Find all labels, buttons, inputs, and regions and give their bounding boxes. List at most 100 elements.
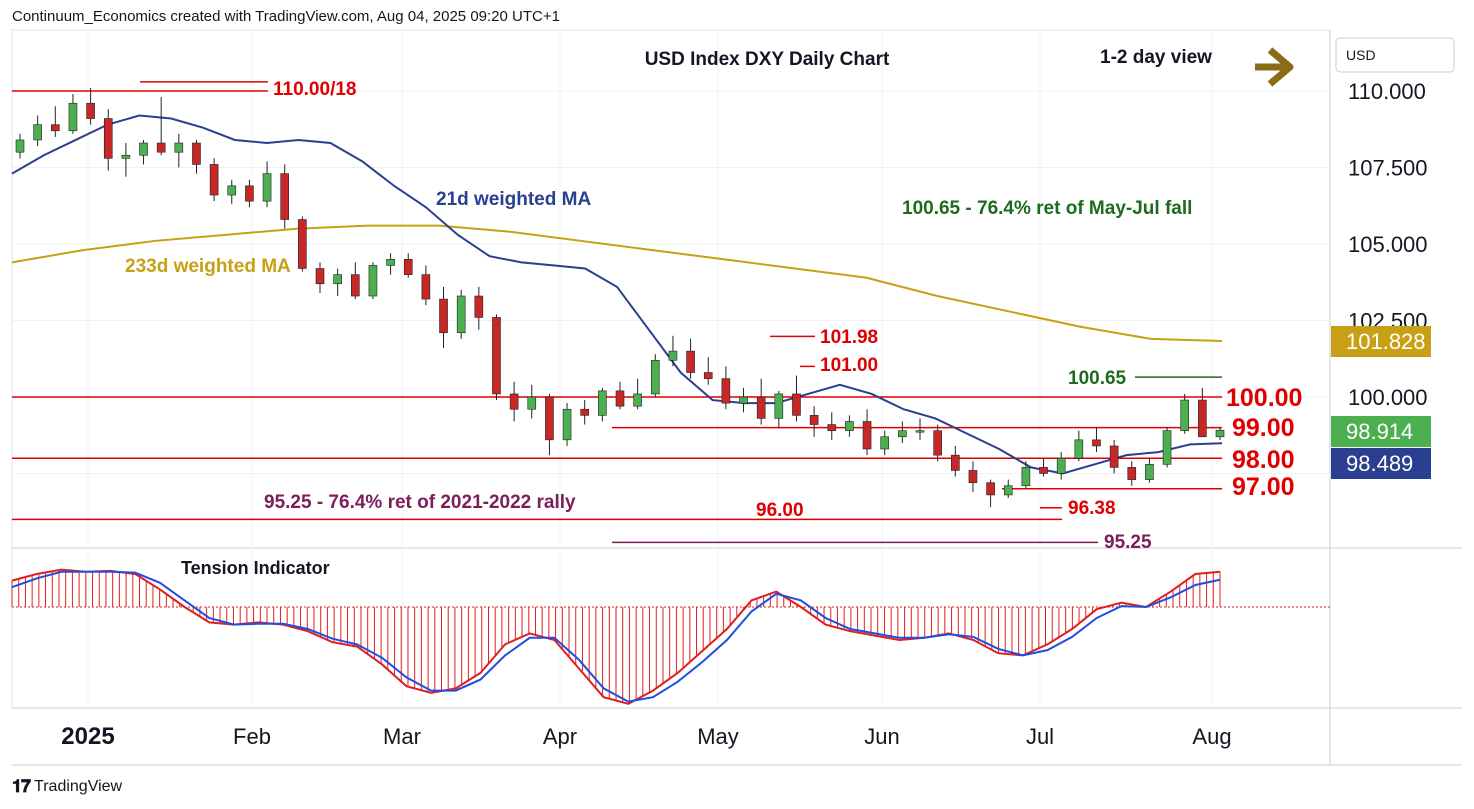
candle-body (792, 393, 801, 416)
candle-body (968, 470, 978, 483)
level-label-10065: 100.65 (1068, 368, 1127, 389)
tension-indicator-title: Tension Indicator (181, 558, 330, 578)
candle-body (209, 164, 219, 196)
candle-body (809, 415, 819, 425)
y-tick-label: 100.000 (1348, 385, 1428, 410)
candle-body (721, 378, 731, 404)
level-label-1100018: 110.00/18 (273, 79, 356, 100)
candle-body (139, 142, 148, 156)
ma-233-label: 233d weighted MA (125, 256, 291, 277)
candle-body (333, 274, 342, 285)
candle-body (298, 219, 307, 269)
candle-body (986, 482, 995, 496)
candle-body (686, 350, 695, 373)
candle-body (1215, 429, 1225, 438)
candle-body (703, 372, 713, 379)
tradingview-logo-icon: 𝟏𝟕 (12, 776, 31, 796)
ma-21-label: 21d weighted MA (436, 189, 591, 210)
y-tick-label: 105.000 (1348, 232, 1428, 257)
level-label-9900: 99.00 (1232, 414, 1295, 442)
candle-body (1198, 399, 1207, 438)
price-badge (1331, 448, 1431, 479)
x-tick-label: Apr (543, 724, 577, 749)
candle-body (1021, 467, 1031, 487)
candle-body (580, 408, 590, 416)
level-label-9600: 96.00 (756, 500, 804, 521)
candle-body (1039, 467, 1048, 474)
price-badge-label: 98.489 (1346, 451, 1413, 476)
candle-body (1056, 457, 1066, 474)
candle-body (598, 390, 607, 416)
candle-body (174, 142, 184, 153)
ma-21-line (11, 114, 1223, 475)
candle-body (562, 408, 572, 441)
candle-body (756, 396, 766, 419)
candle-body (668, 350, 678, 361)
level-label-10000: 100.00 (1226, 384, 1302, 412)
candle-body (492, 317, 501, 395)
view-label: 1-2 day view (1100, 47, 1212, 68)
level-label-9700: 97.00 (1232, 473, 1295, 501)
candle-body (950, 454, 960, 471)
price-badge (1331, 416, 1431, 447)
x-tick-label: Aug (1192, 724, 1231, 749)
footer: 𝟏𝟕 TradingView (12, 776, 122, 797)
attribution-text: Continuum_Economics created with Trading… (12, 8, 560, 25)
candle-body (898, 430, 907, 438)
candle-body (880, 436, 890, 450)
candle-body (33, 124, 42, 141)
candle-body (86, 102, 95, 119)
candle-body (386, 258, 395, 266)
candle-body (68, 102, 78, 132)
candle-body (245, 185, 254, 202)
candle-body (1092, 439, 1101, 447)
candle-body (739, 396, 748, 404)
candles-layer (15, 87, 1225, 508)
candle-body (227, 185, 237, 196)
x-tick-label: May (697, 724, 739, 749)
candle-body (280, 173, 290, 220)
level-label-9525: 95.25 (1104, 532, 1152, 553)
candle-body (315, 268, 325, 285)
x-tick-label: 2025 (61, 723, 114, 750)
price-badge-label: 98.914 (1346, 419, 1413, 444)
candle-body (262, 173, 272, 202)
ma-233-line (11, 224, 1223, 343)
candle-body (15, 139, 25, 153)
candle-body (545, 396, 554, 441)
candle-body (527, 396, 537, 410)
chart-title: USD Index DXY Daily Chart (645, 49, 890, 70)
candle-body (1074, 439, 1084, 459)
candle-body (1003, 485, 1013, 496)
tension-signal-line (11, 570, 1221, 703)
y-tick-label: 110.000 (1348, 79, 1426, 104)
candle-body (103, 118, 113, 159)
candle-body (1162, 430, 1172, 465)
candle-body (50, 124, 60, 132)
candle-body (439, 298, 448, 334)
labels-layer: USD Index DXY Daily Chart 1-2 day view 21d… (125, 47, 1302, 553)
candle-body (915, 430, 925, 433)
candle-body (192, 142, 201, 165)
candle-body (633, 393, 642, 407)
candle-body (350, 274, 360, 297)
candle-body (774, 393, 784, 419)
ma-233-series-line (11, 224, 1223, 343)
candle-body (827, 424, 837, 431)
currency-box (1335, 37, 1455, 73)
candle-body (862, 421, 872, 450)
candle-body (650, 359, 660, 395)
tension-indicator-pane: Tension Indicator (11, 558, 1330, 705)
x-tick-label: Jun (864, 724, 899, 749)
ma-21-series-line (11, 114, 1223, 475)
x-tick-label: Mar (383, 724, 421, 749)
candle-body (615, 390, 625, 407)
x-tick-label: Jul (1026, 724, 1054, 749)
candle-body (1180, 399, 1190, 431)
candle-body (933, 430, 942, 456)
candle-body (421, 274, 431, 300)
right-arrow-icon (1255, 47, 1294, 87)
candle-body (509, 393, 519, 410)
level-label-9800: 98.00 (1232, 446, 1295, 474)
